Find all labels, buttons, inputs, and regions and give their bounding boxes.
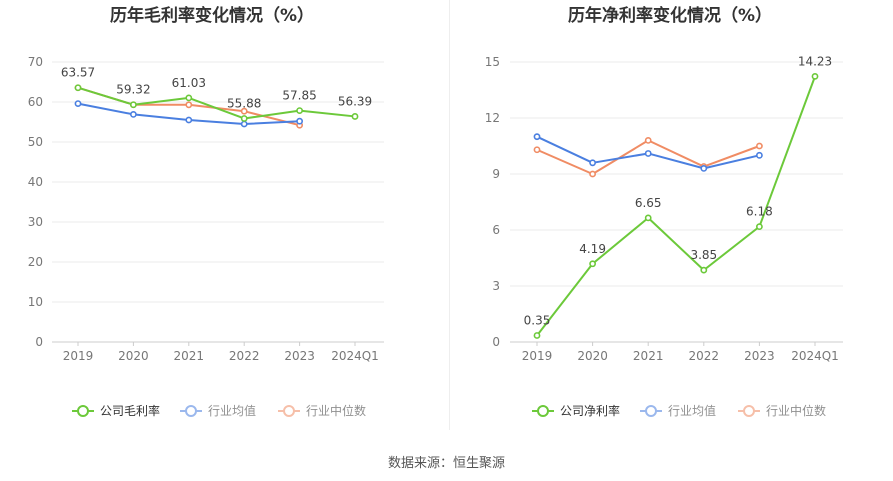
data-label: 61.03	[172, 76, 206, 90]
x-tick-label: 2024Q1	[331, 349, 379, 363]
x-tick-label: 2019	[63, 349, 94, 363]
data-point-avg	[296, 117, 303, 125]
series-line-company	[77, 86, 356, 120]
data-point-avg	[74, 100, 82, 107]
data-label: 59.32	[116, 83, 150, 97]
data-point-company	[644, 214, 652, 222]
legend-item-median: 行业中位数	[278, 403, 366, 418]
data-point-company	[74, 84, 82, 92]
x-tick-label: 2019	[522, 349, 553, 363]
y-tick-label: 9	[492, 167, 500, 181]
data-source-note: 数据来源：恒生聚源	[387, 456, 505, 471]
y-tick-label: 10	[28, 295, 43, 309]
y-tick-label: 6	[492, 223, 500, 237]
legend-label: 公司毛利率	[100, 403, 160, 418]
y-tick-label: 30	[28, 215, 43, 229]
data-point-median	[185, 101, 193, 109]
data-point-company	[351, 113, 359, 120]
legend-label: 公司净利率	[560, 403, 620, 418]
y-tick-label: 12	[485, 111, 500, 125]
x-tick-label: 2021	[174, 349, 205, 363]
x-tick-label: 2022	[229, 349, 260, 363]
data-point-avg	[589, 159, 596, 167]
legend-marker	[645, 405, 657, 417]
data-point-company	[700, 266, 708, 274]
data-point-avg	[240, 120, 248, 128]
legend-marker	[185, 405, 197, 417]
y-tick-label: 3	[492, 279, 500, 293]
data-point-avg	[185, 116, 193, 124]
data-point-median	[756, 142, 763, 150]
data-label: 6.18	[746, 205, 773, 219]
data-point-avg	[644, 150, 652, 157]
legend-label: 行业中位数	[306, 403, 366, 418]
data-point-median	[644, 136, 652, 144]
legend-label: 行业均值	[208, 403, 256, 418]
y-tick-label: 70	[28, 55, 43, 69]
legend-marker	[77, 405, 89, 417]
panel-divider	[449, 0, 450, 430]
series-line-company	[536, 76, 816, 337]
legend-label: 行业中位数	[766, 403, 826, 418]
data-point-median	[589, 170, 596, 178]
gross-margin-chart: 历年毛利率变化情况（%） 0 10 20 30 40 50 60 70 2019 2020 2021 2…	[28, 5, 384, 418]
data-label: 55.88	[227, 96, 261, 110]
x-tick-label: 2024Q1	[791, 349, 839, 363]
net-margin-chart: 历年净利率变化情况（%） 0 3 6 9 12 15 2019 2020 2021 2022 2023…	[485, 5, 843, 418]
data-label: 56.39	[338, 94, 372, 108]
legend-marker	[743, 405, 755, 417]
data-point-company	[129, 101, 137, 109]
data-point-company	[756, 223, 763, 231]
data-label: 14.23	[798, 54, 832, 68]
x-tick-label: 2023	[284, 349, 315, 363]
series-line-median	[536, 139, 760, 175]
legend-marker	[283, 405, 295, 417]
y-tick-label: 40	[28, 175, 43, 189]
x-tick-label: 2021	[633, 349, 664, 363]
data-point-company	[811, 72, 819, 80]
data-point-median	[533, 146, 541, 154]
data-point-company	[533, 332, 541, 339]
data-label: 57.85	[282, 89, 316, 103]
data-point-avg	[700, 164, 708, 172]
legend-marker	[537, 405, 549, 417]
data-label: 6.65	[635, 196, 662, 210]
y-tick-label: 0	[35, 335, 43, 349]
chart-title: 历年毛利率变化情况（%）	[110, 5, 314, 26]
x-tick-label: 2023	[744, 349, 775, 363]
legend-item-company: 公司净利率	[532, 403, 620, 418]
y-tick-label: 15	[485, 55, 500, 69]
data-point-company	[589, 260, 596, 268]
data-point-avg	[533, 133, 541, 141]
y-tick-label: 0	[492, 335, 500, 349]
y-tick-label: 50	[28, 135, 43, 149]
x-tick-label: 2020	[577, 349, 608, 363]
x-tick-label: 2020	[118, 349, 149, 363]
chart-title: 历年净利率变化情况（%）	[568, 5, 772, 26]
data-point-avg	[129, 111, 137, 118]
data-label: 3.85	[690, 248, 717, 262]
legend-label: 行业均值	[668, 403, 716, 418]
data-point-avg	[756, 151, 763, 159]
y-tick-label: 20	[28, 255, 43, 269]
data-label: 4.19	[579, 242, 606, 256]
data-point-median	[240, 107, 248, 115]
legend-item-median: 行业中位数	[738, 403, 826, 418]
data-point-company	[185, 94, 193, 102]
legend-item-company: 公司毛利率	[72, 403, 160, 418]
data-label: 63.57	[61, 66, 95, 80]
legend-item-avg: 行业均值	[640, 403, 716, 418]
y-tick-label: 60	[28, 95, 43, 109]
legend-item-avg: 行业均值	[180, 403, 256, 418]
x-tick-label: 2022	[689, 349, 720, 363]
data-label: 0.35	[524, 313, 551, 327]
data-point-company	[296, 107, 303, 114]
data-point-company	[240, 115, 248, 122]
